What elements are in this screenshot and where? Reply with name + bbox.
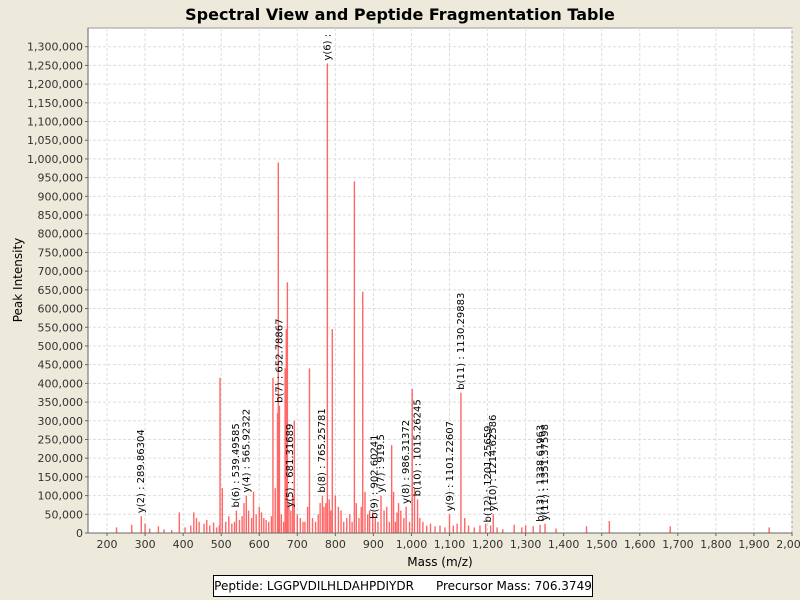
y-tick-label: 1,050,000 [27,134,83,147]
x-tick-label: 200 [97,538,118,551]
x-tick-label: 1,300 [510,538,542,551]
peak-annotation: y(5) : 681.31689 [285,424,296,508]
x-tick-label: 1,900 [738,538,770,551]
y-tick-label: 400,000 [38,377,84,390]
y-tick-label: 150,000 [38,471,84,484]
peptide-legend: Peptide: LGGPVDILHLDAHPDIYDR Precursor M… [213,575,593,597]
peak-annotations: y(2) : 289.86304 b(6) : 539.49585 y(4) : 5… [136,34,551,523]
x-tick-label: 1,800 [700,538,732,551]
x-tick-label: 400 [173,538,194,551]
y-tick-label: 350,000 [38,396,84,409]
x-tick-label: 700 [287,538,308,551]
y-axis: 0 50,000 100,000 150,000 200,000 250,000 300,0… [27,41,88,540]
peak-annotation: y(4) : 565.92322 [241,409,252,493]
y-tick-label: 450,000 [38,359,84,372]
peak-annotation: b(8) : 765.25781 [317,408,328,492]
peak-annotation: y(10) : 1214.62586 [488,415,499,512]
y-tick-label: 550,000 [38,321,84,334]
y-tick-label: 950,000 [38,172,84,185]
x-tick-label: 600 [249,538,270,551]
x-axis-label: Mass (m/z) [407,555,472,569]
y-tick-label: 0 [76,527,83,540]
y-tick-label: 1,250,000 [27,59,83,72]
x-tick-label: 1,200 [472,538,504,551]
peak-annotation: b(11) : 1130.29883 [456,293,467,390]
x-axis: 200 300 400 500 600 700 800 900 1,000 1,100 1,200 1… [97,533,800,551]
y-tick-label: 200,000 [38,452,84,465]
peak-annotation: b(12) : 1201.25659 [483,425,494,522]
y-tick-label: 800,000 [38,228,84,241]
spectrum-chart: Spectral View and Peptide Fragmentation … [11,5,800,569]
x-tick-label: 1,000 [396,538,428,551]
peak-annotation: y(11) : 1351.37598 [540,424,551,521]
peak-annotation: b(10) : 1015.26245 [412,399,423,496]
y-tick-label: 700,000 [38,265,84,278]
x-tick-label: 900 [363,538,384,551]
y-tick-label: 500,000 [38,340,84,353]
y-tick-label: 1,000,000 [27,153,83,166]
peak-annotation: y(6) : [322,34,333,61]
grid-lines [88,28,793,534]
x-tick-label: 1,400 [548,538,580,551]
precursor-mass: Precursor Mass: 706.3749 [435,579,592,593]
y-axis-label: Peak Intensity [11,238,25,323]
peak-annotation: b(13) : 1338.61963 [535,425,546,522]
plot-area [87,27,793,534]
y-tick-label: 1,100,000 [27,116,83,129]
y-tick-label: 1,300,000 [27,41,83,54]
peptide-sequence: Peptide: LGGPVDILHLDAHPDIYDR [214,579,414,593]
y-tick-label: 1,200,000 [27,78,83,91]
y-tick-label: 850,000 [38,209,84,222]
x-tick-label: 1,700 [662,538,694,551]
x-tick-label: 1,600 [624,538,656,551]
peak-bars [115,63,770,533]
y-tick-label: 650,000 [38,284,84,297]
y-tick-label: 1,150,000 [27,97,83,110]
x-tick-label: 2,000 [776,538,800,551]
peak-annotation: b(9) : 902.60241 [369,434,380,518]
y-tick-label: 300,000 [38,415,84,428]
y-tick-label: 750,000 [38,246,84,259]
peak-annotation: b(6) : 539.49585 [231,423,242,507]
x-tick-label: 1,500 [586,538,618,551]
peak-annotation: b(7) : 652.78867 [274,318,285,402]
x-tick-label: 300 [135,538,156,551]
y-tick-label: 100,000 [38,490,84,503]
x-tick-label: 1,100 [434,538,466,551]
x-tick-label: 500 [211,538,232,551]
chart-title: Spectral View and Peptide Fragmentation … [185,5,615,24]
peak-annotation: y(8) : 986.31372 [401,420,412,504]
peak-annotation: y(9) : 1101.22607 [445,421,456,511]
y-tick-label: 250,000 [38,433,84,446]
peak-annotation: y(2) : 289.86304 [136,429,147,513]
y-tick-label: 900,000 [38,190,84,203]
y-tick-label: 50,000 [45,508,84,521]
y-tick-label: 600,000 [38,303,84,316]
peak-annotation: y(7) : 919.5 [376,434,387,492]
x-tick-label: 800 [325,538,346,551]
